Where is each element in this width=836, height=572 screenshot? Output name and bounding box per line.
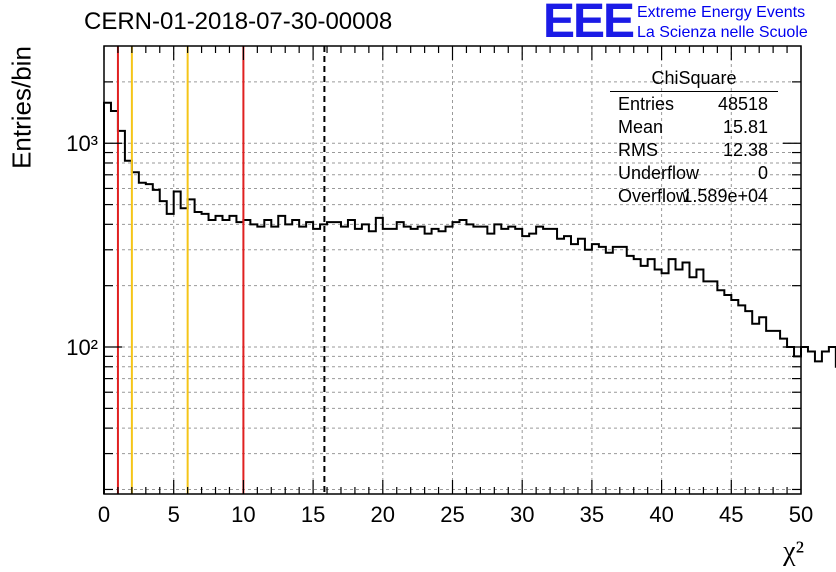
y-tick-label: 10² [66,335,98,360]
x-tick-label: 5 [168,502,180,527]
x-tick-label: 10 [231,502,255,527]
x-tick-label: 0 [98,502,110,527]
stat-row-entries: Entries 48518 [610,94,778,117]
x-tick-label: 15 [301,502,325,527]
stat-label: Overflow [618,186,690,206]
histogram-series [103,101,836,494]
stat-value: 1.589e+04 [682,186,768,206]
stat-row-rms: RMS 12.38 [610,140,778,163]
chart-title: CERN-01-2018-07-30-00008 [84,8,393,35]
stat-label: Mean [618,117,664,137]
y-axis-label: Entries/bin [6,46,37,169]
stat-value: 0 [757,163,768,183]
stats-title: ChiSquare [610,68,778,92]
x-tick-label: 35 [580,502,604,527]
stat-row-overflow: Overflow 1.589e+04 [610,186,778,209]
stat-row-underflow: Underflow 0 [610,163,778,186]
eee-logo: EEE [543,0,635,48]
x-tick-label: 45 [719,502,743,527]
logo-line-2: La Scienza nelle Scuole [637,24,808,41]
stat-label: Entries [618,94,675,114]
x-tick-label: 20 [371,502,395,527]
x-tick-label: 40 [649,502,673,527]
stats-box: ChiSquare Entries 48518 Mean 15.81 RMS 1… [610,68,778,209]
stat-label: Underflow [618,163,700,183]
x-tick-label: 30 [510,502,534,527]
stat-row-mean: Mean 15.81 [610,117,778,140]
x-tick-label: 25 [440,502,464,527]
x-tick-label: 50 [789,502,813,527]
x-axis-label: χ² [783,536,804,567]
stat-value: 12.38 [722,140,768,160]
logo-line-1: Extreme Energy Events [637,4,806,21]
stat-label: RMS [618,140,658,160]
stat-value: 48518 [717,94,768,114]
y-tick-label: 10³ [66,131,98,156]
stat-value: 15.81 [722,117,768,137]
